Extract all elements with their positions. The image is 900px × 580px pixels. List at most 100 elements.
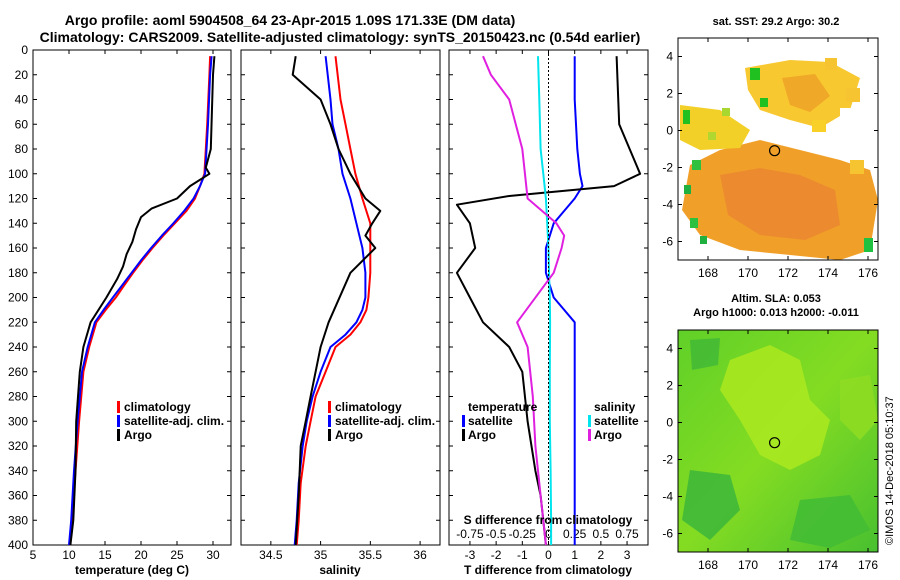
sst-gap [860, 130, 878, 156]
map-y-tick-label: 4 [666, 342, 673, 356]
y-tick-label: 160 [8, 241, 28, 255]
map-y-tick-label: 0 [666, 124, 673, 138]
legend-swatch-s-argo [588, 429, 591, 441]
map-y-tick-label: 2 [666, 379, 673, 393]
legend-swatch-satellite [328, 415, 331, 427]
y-tick-label: 200 [8, 291, 28, 305]
map-x-tick-label: 170 [738, 558, 758, 572]
sst-green-cell [864, 238, 873, 252]
salinity-difference-x-ticks: -0.75-0.5-0.2500.250.50.75 [456, 527, 639, 541]
y-tick-label: 40 [15, 93, 29, 107]
sst-gap [798, 128, 808, 140]
map-x-tick-label: 174 [818, 558, 838, 572]
difference-legend: temperature satellite Argo salinity sate… [462, 400, 639, 442]
legend-swatch-climatology [328, 401, 331, 413]
sst-green-cell [722, 108, 730, 116]
x-top-tick-label: 0.5 [593, 527, 610, 541]
sst-yellow-cell [846, 88, 860, 102]
difference-series [455, 50, 642, 546]
sst-map-title: sat. SST: 29.2 Argo: 30.2 [713, 16, 840, 28]
x-tick-label: 15 [98, 548, 112, 562]
sla-low-patch [690, 338, 720, 370]
temperature-y-ticks: 0 20 40 60 80 100 120 140 160 180 200 220 240 260 280 3… [8, 43, 231, 552]
x-top-tick-label: -0.25 [509, 527, 537, 541]
sst-green-cell [683, 110, 690, 124]
sst-yellow-cell [825, 58, 837, 70]
difference-xlabel: T difference from climatology [464, 563, 632, 577]
sst-map-frame [677, 37, 879, 261]
map-x-tick-label: 168 [698, 266, 718, 280]
x-tick-label: 30 [206, 548, 220, 562]
sst-green-cell [760, 98, 768, 107]
legend-label-s-satellite: satellite [594, 414, 639, 428]
y-tick-label: 320 [8, 439, 28, 453]
x-tick-label: -1 [517, 548, 528, 562]
temperature-legend: climatology satellite-adj. clim. Argo [117, 400, 224, 442]
series-line-climatology [295, 56, 372, 546]
difference-x-ticks: -3 -2 -1 0 1 2 3 [465, 50, 631, 562]
sla-low-patch [682, 470, 740, 540]
x-tick-label: 0 [545, 548, 552, 562]
x-top-tick-label: -0.5 [486, 527, 507, 541]
legend-swatch-satellite [117, 415, 120, 427]
y-tick-label: 340 [8, 464, 28, 478]
map-x-tick-label: 176 [858, 266, 878, 280]
x-tick-label: 20 [134, 548, 148, 562]
sst-north-core [782, 74, 830, 112]
series-line-satellite-adj-clim- [293, 56, 367, 546]
series-line-argo [69, 56, 216, 546]
sst-gap [730, 98, 744, 108]
legend-title-temperature: temperature [468, 400, 538, 414]
series-line-climatology [68, 56, 212, 546]
x-tick-label: 25 [170, 548, 184, 562]
map-y-tick-label: -2 [662, 161, 673, 175]
x-tick-label: -3 [465, 548, 476, 562]
y-tick-label: 180 [8, 266, 28, 280]
legend-label-t-satellite: satellite [468, 414, 513, 428]
map-x-tick-label: 174 [818, 266, 838, 280]
x-tick-label: 10 [62, 548, 76, 562]
map-x-tick-label: 172 [778, 266, 798, 280]
series-line-t-satellite [544, 56, 584, 545]
map-x-tick-label: 176 [858, 558, 878, 572]
map-x-tick-label: 168 [698, 558, 718, 572]
x-tick-label: 34.5 [259, 548, 283, 562]
imos-watermark: ©IMOS 14-Dec-2018 05:10:37 [884, 396, 896, 545]
series-line-s-argo [482, 55, 566, 546]
map-y-tick-label: -6 [662, 527, 673, 541]
salinity-y-tick-marks [241, 49, 440, 546]
y-tick-label: 260 [8, 365, 28, 379]
y-tick-label: 360 [8, 489, 28, 503]
legend-swatch-argo [117, 429, 120, 441]
y-tick-label: 140 [8, 216, 28, 230]
map-y-tick-label: -2 [662, 453, 673, 467]
map-x-tick-label: 170 [738, 266, 758, 280]
argo-position-marker-sla [768, 437, 781, 449]
sla-map-title: Altim. SLA: 0.053 [731, 293, 821, 305]
y-tick-label: 80 [15, 142, 29, 156]
series-line-argo [291, 56, 382, 546]
salinity-x-ticks: 34.5 35 35.5 36 [259, 50, 427, 562]
sst-yellow-cell [850, 160, 864, 174]
title-line-1: Argo profile: aoml 5904508_64 23-Apr-201… [65, 12, 516, 28]
sla-map-ticks: 168 170 172 174 176 4 2 0 -2 -4 -6 [662, 330, 878, 572]
difference-y-tick-marks [449, 49, 648, 546]
x-tick-label: 3 [624, 548, 631, 562]
legend-label-t-argo: Argo [468, 428, 496, 442]
temperature-x-ticks: 5 10 15 20 25 30 [30, 50, 220, 562]
y-tick-label: 100 [8, 167, 28, 181]
series-line-s-satellite [537, 56, 553, 545]
sst-green-cell [684, 185, 691, 194]
y-tick-label: 220 [8, 315, 28, 329]
salinity-xlabel: salinity [319, 563, 361, 577]
sst-green-cell [692, 160, 701, 170]
map-x-tick-label: 172 [778, 558, 798, 572]
y-tick-label: 400 [8, 538, 28, 552]
legend-label-satellite: satellite-adj. clim. [124, 414, 224, 428]
x-tick-label: 35 [314, 548, 328, 562]
x-tick-label: 5 [30, 548, 37, 562]
sst-yellow-cell [812, 120, 826, 132]
y-tick-label: 60 [15, 117, 29, 131]
salinity-legend: climatology satellite-adj. clim. Argo [328, 400, 435, 442]
